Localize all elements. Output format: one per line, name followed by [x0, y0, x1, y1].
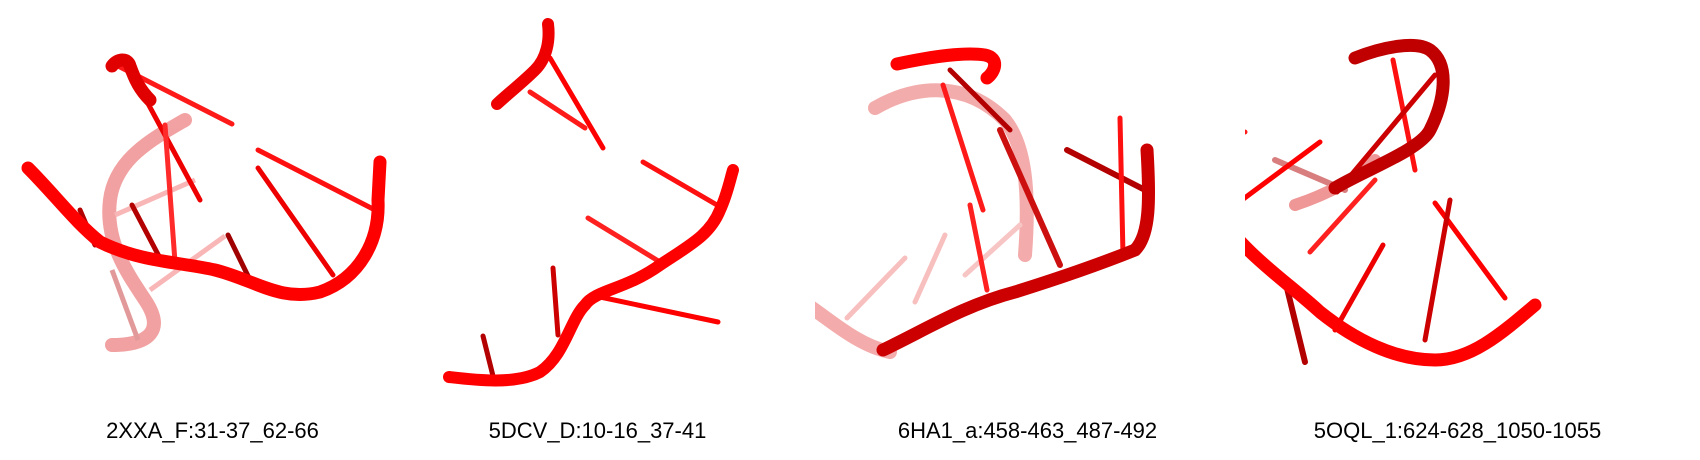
backbone-main [443, 164, 739, 387]
backbone-top-loop [1328, 38, 1450, 195]
backbone-top-loop [890, 47, 1002, 85]
backbone-main [1245, 237, 1542, 367]
structure-panel-1: 2XXA_F:31-37_62-66 [0, 0, 425, 460]
backbone-top [491, 18, 555, 110]
faded-strand [815, 83, 1034, 359]
backbone-main [876, 143, 1156, 357]
structure-caption-4: 5OQL_1:624-628_1050-1055 [1313, 418, 1602, 443]
structure-panel-4: 5OQL_1:624-628_1050-1055 [1245, 0, 1670, 460]
structure-panel-2: 5DCV_D:10-16_37-41 [385, 0, 810, 460]
structure-caption-1: 2XXA_F:31-37_62-66 [106, 418, 319, 443]
structure-caption-3: 6HA1_a:458-463_487-492 [897, 418, 1158, 443]
backbone-main [21, 155, 387, 302]
rna-structure-3 [815, 47, 1156, 359]
backbone-top-hook [105, 53, 157, 107]
structure-panel-3: 6HA1_a:458-463_487-492 [815, 0, 1240, 460]
rna-structure-4 [1245, 38, 1542, 367]
base-pairs [1245, 57, 1508, 365]
rna-structure-2 [443, 18, 739, 387]
base-pairs [940, 67, 1148, 293]
rna-structure-1 [21, 53, 387, 352]
structure-caption-2: 5DCV_D:10-16_37-41 [488, 418, 707, 443]
base-pairs [480, 55, 721, 379]
